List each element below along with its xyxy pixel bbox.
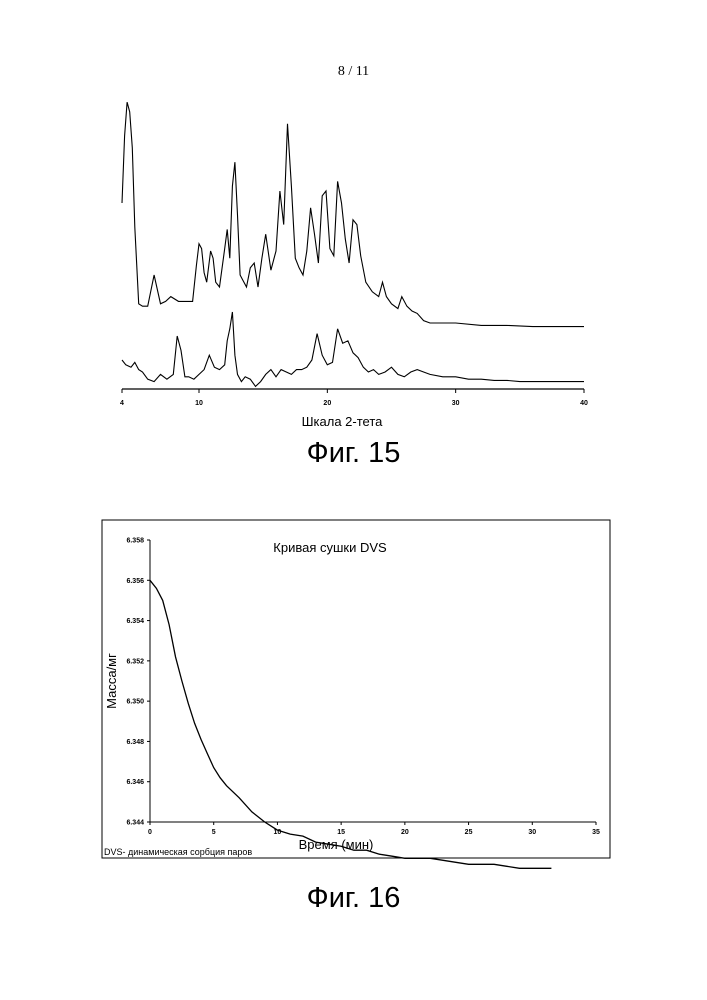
dvs-y-tick-label: 6.354	[126, 618, 144, 625]
dvs-y-axis-title: Масса/мг	[104, 653, 119, 709]
dvs-y-ticks: 6.344 6.346 6.348 6.350 6.352 6.354 6.356 6.358	[126, 538, 150, 827]
dvs-lines	[150, 580, 551, 868]
dvs-x-axis-title: Время (мин)	[299, 837, 374, 852]
dvs-y-tick-label: 6.348	[126, 739, 144, 746]
dvs-footnote: DVS- динамическая сорбция паров	[104, 847, 252, 857]
dvs-x-tick-label: 35	[592, 829, 600, 836]
dvs-series-line-1	[150, 580, 551, 868]
dvs-x-tick-label: 20	[401, 829, 409, 836]
dvs-y-tick-label: 6.352	[126, 658, 144, 665]
figure-16-caption: Фиг. 16	[0, 882, 707, 915]
dvs-chart: Кривая сушки DVS 6.3446.3466.3486.3506.3…	[0, 0, 707, 880]
dvs-y-tick-label: 6.358	[126, 538, 144, 545]
dvs-chart-frame	[102, 520, 610, 858]
dvs-x-tick-label: 30	[528, 829, 536, 836]
dvs-x-tick-label: 25	[465, 829, 473, 836]
dvs-y-tick-label: 6.344	[126, 820, 144, 827]
dvs-y-tick-label: 6.350	[126, 699, 144, 706]
dvs-x-tick-label: 15	[337, 829, 345, 836]
dvs-y-tick-label: 6.356	[126, 578, 144, 585]
dvs-y-tick-label: 6.346	[126, 779, 144, 786]
dvs-x-ticks: 05101520253035	[148, 822, 600, 836]
dvs-x-tick-label: 5	[212, 829, 216, 836]
dvs-chart-title: Кривая сушки DVS	[273, 540, 387, 555]
dvs-x-tick-label: 0	[148, 829, 152, 836]
